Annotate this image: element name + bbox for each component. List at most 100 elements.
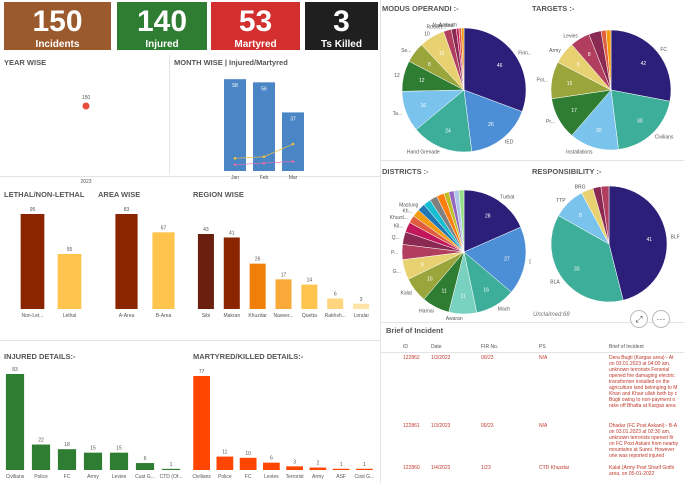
bar-3 — [263, 462, 280, 470]
month-bar-2 — [282, 112, 304, 171]
table-cell-brief: one was reported injured — [609, 453, 665, 459]
table-cell-brief: transformer installed on the — [609, 379, 670, 385]
kpi-martyred[interactable]: 53 Martyred — [211, 2, 300, 50]
table-cell-id: 122860 — [403, 465, 420, 471]
targets-title: TARGETS :- — [532, 4, 575, 13]
area-wise-chart: 83 A-Area 67 B-Area — [115, 207, 175, 319]
pie-slice-label: Harnai — [419, 309, 434, 315]
region-wise-chart: 43 Sibi 41 Makran 26 Khuzdar 17 Naseer... 14 Quet… — [197, 227, 370, 319]
bar-value-label: 26 — [255, 257, 261, 263]
pie-slice-label: Abducted — [432, 23, 453, 29]
pie-slice-value: 10 — [439, 51, 445, 57]
lethal-title: LETHAL/NON-LETHAL — [4, 190, 85, 199]
kpi-ts-killed[interactable]: 3 Ts Killed — [305, 2, 378, 50]
table-cell-brief: opened fire damaging electric — [609, 373, 675, 379]
category-label: Cost G... — [355, 474, 375, 480]
bar-4 — [301, 284, 318, 309]
table-cell-brief: agriculture land belonging to M — [609, 385, 678, 391]
pie-slice-0 — [463, 27, 527, 112]
bar-value-label: 1 — [363, 462, 366, 468]
month-bar-label: 56 — [261, 86, 267, 92]
bar-2 — [249, 263, 266, 309]
table-cell-ps: N/A — [539, 423, 548, 429]
bar-value-label: 14 — [307, 278, 313, 284]
month-wise-chart: 58 Jan 56 Feb 37 Mar — [224, 79, 304, 181]
pie-slice-value: 42 — [641, 61, 647, 67]
pie-slice-value: 20 — [596, 128, 602, 134]
expand-icon[interactable]: ⤢ — [630, 310, 648, 328]
region-wise-title: REGION WISE — [193, 190, 244, 199]
bar-3 — [275, 279, 292, 309]
pie-slice-value: 41 — [647, 237, 653, 243]
bar-value-label: 3 — [293, 459, 296, 465]
pie-slice-label: Civilians — [655, 135, 674, 141]
year-wise-title: YEAR WISE — [4, 58, 47, 67]
modus-operandi-title: MODUS OPERANDI :- — [382, 4, 459, 13]
pie-slice-label: Khuzd... — [390, 215, 408, 221]
kpi-injured-label: Injured — [145, 39, 179, 50]
pie-slice-0 — [463, 189, 522, 253]
panel-divider — [380, 322, 684, 323]
year-wise-chart: 150 2023 — [80, 95, 91, 185]
pie-slice-value: 8 — [588, 52, 591, 58]
pie-slice-value: 28 — [485, 214, 491, 220]
pie-slice-label: Army — [549, 48, 561, 54]
area-wise-title: AREA WISE — [98, 190, 141, 199]
pie-slice-label: Levies — [563, 33, 578, 39]
pie-slice-label: 12 — [394, 73, 400, 79]
bar-value-label: 22 — [38, 438, 44, 444]
pie-slice-label: Firin... — [518, 50, 531, 56]
table-cell-date: 1/3/2023 — [431, 355, 451, 361]
bar-5 — [135, 463, 155, 470]
pie-slice-label: Kil... — [394, 223, 404, 229]
category-label: Cust G... — [135, 474, 155, 480]
category-label: Quetta — [302, 313, 317, 319]
kpi-injured-value: 140 — [136, 5, 188, 38]
pie-slice-value: 9 — [577, 62, 580, 68]
bar-value-label: 77 — [199, 369, 205, 375]
month-line-point — [291, 142, 295, 146]
category-label: CTD (Of... — [160, 474, 183, 480]
year-tick-label: 2023 — [80, 179, 91, 185]
pie-slice-label: Mach — [498, 307, 510, 313]
kpi-martyred-label: Martyred — [234, 39, 277, 50]
bar-value-label: 83 — [12, 367, 18, 373]
category-label: FC — [64, 474, 71, 480]
martyred-details-title: MARTYRED/KILLED DETAILS:- — [193, 352, 304, 361]
bar-0 — [115, 214, 138, 309]
pie-slice-1 — [463, 89, 523, 152]
category-label: A-Area — [119, 313, 135, 319]
kpi-injured[interactable]: 140 Injured — [117, 2, 207, 50]
table-cell-brief: on FC Post Askani from nearby — [609, 441, 679, 447]
table-cell-fir: 00/23 — [481, 423, 494, 429]
pie-slice-label: Kh... — [402, 208, 412, 214]
pie-slice-value: 16 — [421, 103, 427, 109]
month-bar-1 — [253, 82, 275, 171]
more-icon[interactable]: ⋯ — [652, 310, 670, 328]
month-line-point — [262, 161, 266, 165]
table-cell-ps: N/A — [539, 355, 548, 361]
category-label: Police — [34, 474, 48, 480]
month-bar-label: 58 — [232, 83, 238, 89]
bar-0 — [197, 234, 214, 309]
table-cell-brief: unknown terrorists opened fir — [609, 435, 674, 441]
bar-value-label: 18 — [64, 442, 70, 448]
pie-slice-11 — [461, 27, 465, 91]
category-label: Civilians — [192, 474, 211, 480]
pie-slice-label: Turbat — [500, 195, 515, 201]
pie-slice-label: Hand Grenade — [407, 149, 440, 155]
kpi-incidents[interactable]: 150 Incidents — [4, 2, 111, 50]
month-bar-label: 37 — [290, 116, 296, 122]
bar-value-label: 55 — [67, 247, 73, 253]
bar-value-label: 6 — [144, 456, 147, 462]
category-label: Rakhsh... — [325, 313, 346, 319]
pie-slice-label: Mastung — [399, 202, 418, 208]
districts-title: DISTRICTS :- — [382, 167, 429, 176]
month-label: Jan — [231, 175, 239, 181]
pie-slice-value: 33 — [574, 267, 580, 273]
bar-7 — [356, 468, 373, 470]
bar-1 — [223, 237, 240, 309]
lethal-chart: 95 Non-Let... 55 Lethal — [20, 207, 82, 319]
pie-slice-value: 8 — [579, 213, 582, 219]
pie-slice-value: 24 — [445, 128, 451, 134]
